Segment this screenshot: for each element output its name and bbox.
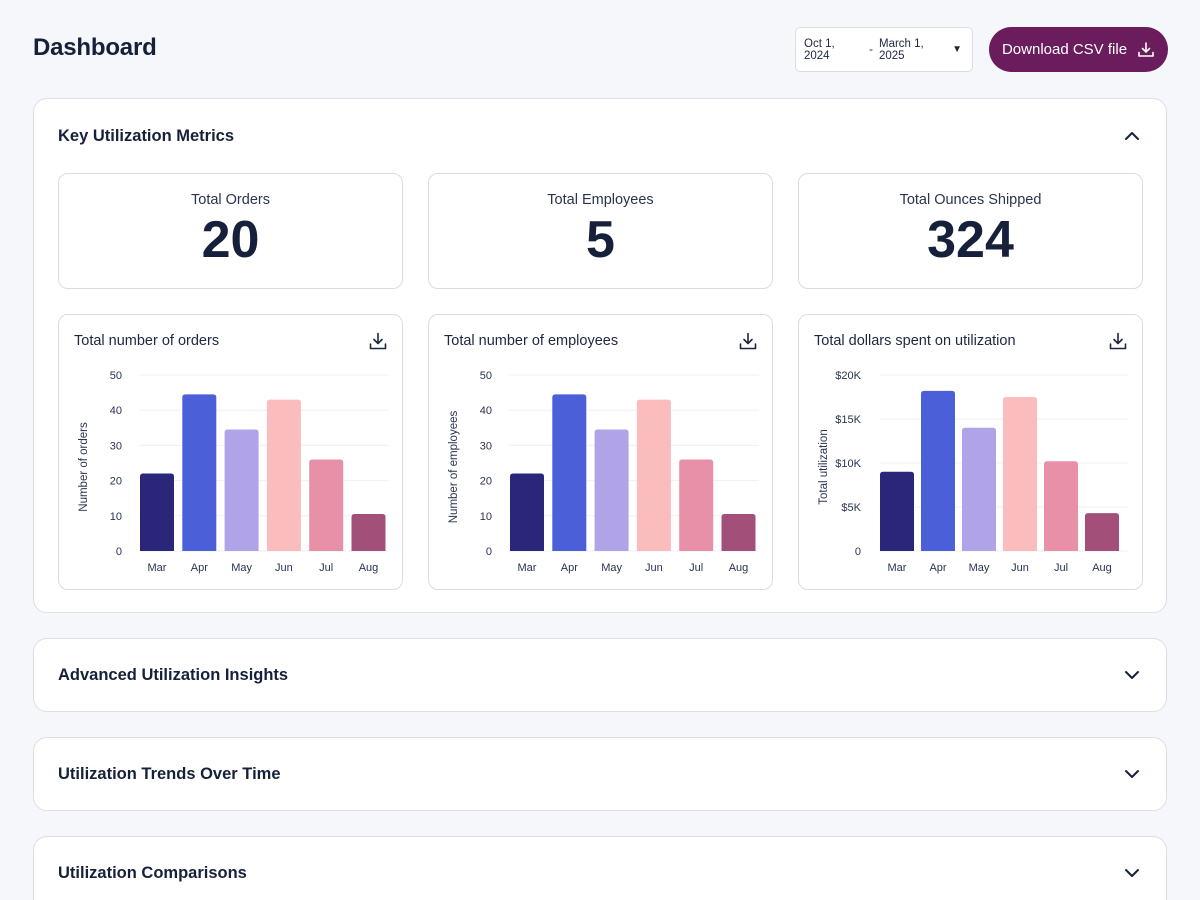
download-csv-label: Download CSV file: [1001, 41, 1128, 58]
download-icon[interactable]: [368, 331, 388, 356]
panel-title: Key Utilization Metrics: [58, 126, 235, 145]
x-tick-label: Jul: [319, 562, 333, 574]
x-tick-label: Jun: [645, 562, 663, 574]
x-tick-label: Aug: [359, 562, 379, 574]
stat-label: Total Employees: [547, 192, 654, 208]
bar-apr: [182, 394, 217, 551]
x-tick-label: Jun: [1011, 562, 1029, 574]
y-tick-label: 10: [480, 511, 492, 523]
stat-value: 324: [927, 211, 1014, 269]
bar-apr: [552, 394, 587, 551]
stat-value: 5: [586, 211, 615, 269]
chevron-down-icon[interactable]: [1122, 764, 1142, 784]
y-tick-label: 30: [110, 440, 122, 452]
bar-apr: [921, 390, 955, 551]
bar-jun: [266, 399, 301, 551]
stat-card-total-ounces: Total Ounces Shipped 324: [798, 173, 1143, 289]
panel-title: Utilization Trends Over Time: [58, 764, 281, 783]
x-tick-label: Aug: [1092, 562, 1112, 574]
date-range-picker[interactable]: Oct 1, 2024 - March 1, 2025 ▼: [795, 27, 973, 72]
chevron-down-icon[interactable]: [1122, 665, 1142, 685]
x-tick-label: May: [601, 562, 622, 574]
chart-title: Total number of employees: [444, 333, 619, 349]
x-tick-label: Mar: [518, 562, 537, 574]
bar-may: [224, 429, 259, 551]
y-tick-label: 0: [116, 546, 122, 558]
y-tick-label: 0: [855, 546, 861, 558]
x-tick-label: Mar: [888, 562, 907, 574]
x-tick-label: Jun: [275, 562, 293, 574]
y-axis-label: Number of employees: [448, 411, 460, 524]
stat-label: Total Ounces Shipped: [899, 192, 1042, 208]
bar-may: [594, 429, 629, 551]
bar-jul: [679, 459, 714, 551]
bar-mar: [140, 473, 174, 551]
stat-card-total-orders: Total Orders 20: [58, 173, 403, 289]
y-tick-label: $15K: [835, 414, 861, 426]
bar-mar: [880, 471, 914, 551]
download-csv-button[interactable]: Download CSV file: [989, 27, 1168, 72]
y-tick-label: 0: [486, 546, 492, 558]
x-tick-label: May: [231, 562, 252, 574]
y-axis-label: Total utilization: [818, 429, 830, 504]
panel-title: Advanced Utilization Insights: [58, 665, 289, 684]
stat-value: 20: [201, 211, 260, 269]
y-tick-label: 50: [110, 370, 122, 382]
y-tick-label: $20K: [835, 370, 861, 382]
date-end: March 1, 2025: [878, 37, 924, 62]
bar-chart: 0 10 20 30 40 50 Number of employees Mar Apr May J…: [448, 370, 759, 574]
bar-chart: 0 10 20 30 40 50 Number of orders Mar Apr May Jun J…: [78, 370, 389, 574]
bar-mar: [510, 473, 544, 551]
chart-card-dollars: Total dollars spent on utilization 0 $5K $…: [798, 314, 1143, 590]
y-tick-label: 20: [110, 476, 122, 488]
bar-jul: [309, 459, 344, 551]
utilization-comparisons-panel[interactable]: Utilization Comparisons: [33, 836, 1167, 900]
chart-title: Total number of orders: [74, 333, 220, 349]
x-tick-label: Apr: [929, 562, 946, 574]
panel-title: Utilization Comparisons: [58, 863, 247, 882]
advanced-utilization-insights-panel[interactable]: Advanced Utilization Insights: [33, 638, 1167, 712]
bar-aug: [1085, 513, 1119, 551]
x-tick-label: Jul: [1054, 562, 1068, 574]
stat-card-total-employees: Total Employees 5: [428, 173, 773, 289]
y-tick-label: 40: [480, 405, 492, 417]
bar-aug: [721, 514, 756, 551]
download-icon[interactable]: [1108, 331, 1128, 356]
chart-card-orders: Total number of orders 0 10 20 30 40 50 Number…: [58, 314, 403, 590]
x-tick-label: May: [969, 562, 990, 574]
bar-aug: [351, 514, 386, 551]
x-tick-label: Apr: [191, 562, 208, 574]
y-tick-label: 50: [480, 370, 492, 382]
x-tick-label: Apr: [561, 562, 578, 574]
chevron-up-icon[interactable]: [1122, 126, 1142, 146]
bar-jun: [1003, 397, 1037, 551]
y-tick-label: 10: [110, 511, 122, 523]
date-separator: -: [869, 43, 873, 56]
x-tick-label: Mar: [148, 562, 167, 574]
download-icon: [1138, 41, 1154, 57]
x-tick-label: Aug: [729, 562, 749, 574]
y-tick-label: 20: [480, 476, 492, 488]
page-title: Dashboard: [33, 34, 157, 61]
chevron-down-icon[interactable]: [1122, 863, 1142, 883]
bar-jul: [1044, 461, 1078, 551]
y-axis-label: Number of orders: [78, 422, 90, 512]
y-tick-label: 40: [110, 405, 122, 417]
caret-down-icon: ▼: [952, 44, 962, 55]
bar-jun: [636, 399, 671, 551]
y-tick-label: $5K: [841, 502, 861, 514]
chart-card-employees: Total number of employees 0 10 20 30 40 50 Num…: [428, 314, 773, 590]
key-utilization-metrics-panel: Key Utilization Metrics Total Orders 20 …: [33, 98, 1167, 613]
stat-label: Total Orders: [191, 192, 270, 208]
y-tick-label: $10K: [835, 458, 861, 470]
utilization-trends-panel[interactable]: Utilization Trends Over Time: [33, 737, 1167, 811]
download-icon[interactable]: [738, 331, 758, 356]
bar-may: [962, 427, 996, 551]
y-tick-label: 30: [480, 440, 492, 452]
chart-title: Total dollars spent on utilization: [814, 333, 1016, 349]
x-tick-label: Jul: [689, 562, 703, 574]
bar-chart: 0 $5K $10K $15K $20K Total utilization Mar Apr M…: [818, 370, 1129, 574]
date-start: Oct 1, 2024: [804, 37, 835, 62]
